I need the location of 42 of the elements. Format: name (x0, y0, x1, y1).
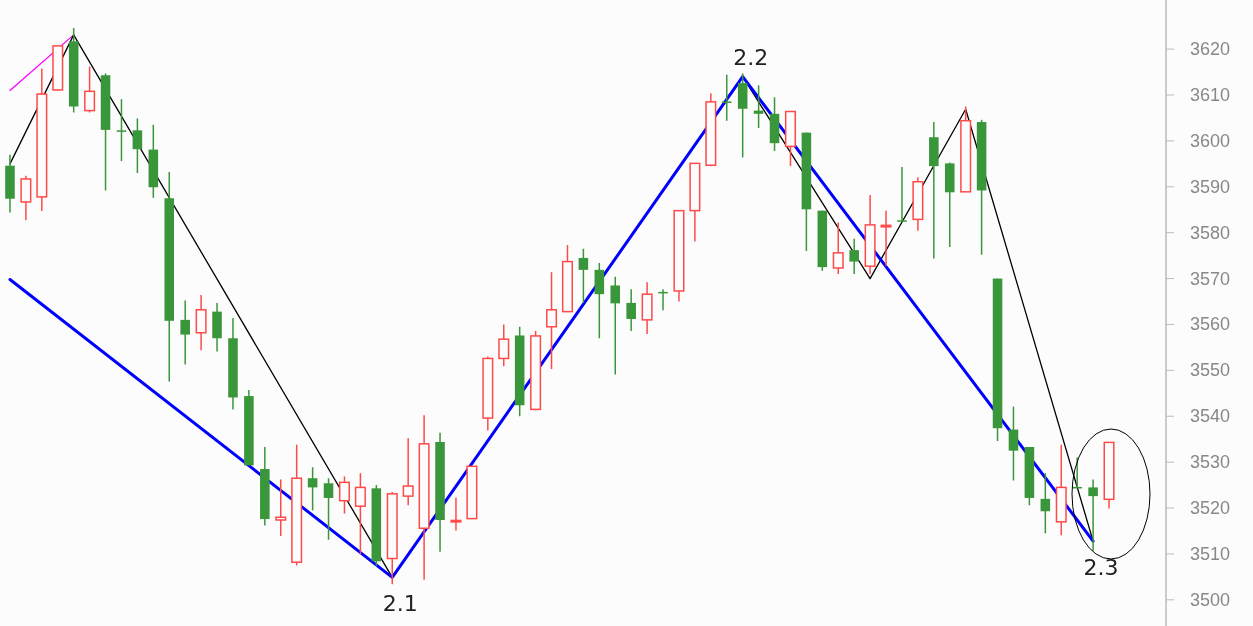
y-tick-label: 3610 (1190, 85, 1231, 105)
y-tick-label: 3570 (1190, 268, 1231, 289)
candlestick (498, 323, 510, 367)
candlestick (275, 478, 287, 537)
candlestick (323, 477, 334, 541)
candlestick (849, 237, 859, 275)
candlestick (610, 275, 621, 376)
y-tick-label: 3550 (1190, 360, 1231, 381)
candlestick (20, 175, 32, 222)
candlestick (354, 472, 366, 556)
candlestick (626, 288, 636, 332)
candlestick (1008, 405, 1019, 482)
y-tick-label: 3530 (1190, 452, 1231, 473)
y-tick-label: 3590 (1190, 176, 1231, 197)
y-tick-label: 3620 (1190, 39, 1231, 60)
y-tick-label: 3580 (1190, 222, 1231, 243)
candlestick (880, 209, 892, 267)
candlestick (578, 248, 589, 304)
candlestick (721, 74, 732, 122)
annotation: 2.1 (382, 591, 418, 617)
annotation: 2.3 (1083, 555, 1119, 581)
y-tick-label: 3520 (1190, 498, 1231, 519)
y-tick-label: 3540 (1190, 406, 1231, 427)
candlestick (307, 466, 318, 512)
annotation: 2.2 (733, 44, 769, 70)
candlestick (897, 166, 907, 222)
y-tick-label: 3560 (1190, 314, 1231, 335)
candlestick (450, 496, 462, 532)
candlestick (402, 437, 414, 507)
candlestick (116, 98, 127, 162)
candlestick (132, 117, 143, 174)
candlestick (84, 65, 96, 114)
candlestick (1040, 472, 1051, 535)
candlestick (832, 221, 844, 275)
candlestick (1088, 478, 1098, 552)
candlestick (195, 294, 207, 351)
y-tick-label: 3600 (1190, 130, 1231, 151)
y-tick-label: 3500 (1190, 589, 1231, 610)
y-tick-label: 3510 (1190, 543, 1231, 564)
candlestick (338, 475, 350, 515)
candlestick (546, 271, 558, 370)
candlestick (180, 299, 190, 366)
